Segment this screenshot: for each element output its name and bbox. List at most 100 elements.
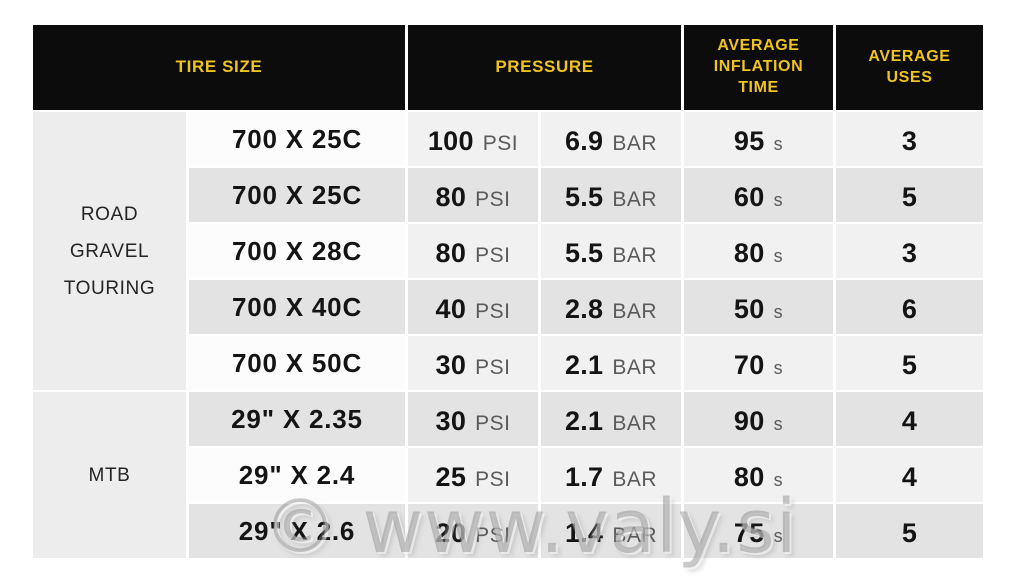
bar-cell: 1.4 BAR bbox=[541, 504, 681, 558]
bar-cell: 5.5 BAR bbox=[541, 168, 681, 222]
time-value: 90 bbox=[733, 406, 765, 436]
psi-unit: PSI bbox=[475, 412, 511, 435]
bar-unit: BAR bbox=[612, 188, 658, 211]
psi-unit: PSI bbox=[475, 244, 511, 267]
header-average-uses-label: AVERAGE USES bbox=[868, 47, 951, 86]
uses-cell: 5 bbox=[836, 504, 983, 558]
psi-cell: 25 PSI bbox=[408, 448, 538, 502]
tire-size-value: 700 X 40C bbox=[231, 291, 363, 322]
time-value: 75 bbox=[733, 518, 765, 548]
psi-value: 25 bbox=[435, 462, 467, 492]
tire-size-value: 29" X 2.6 bbox=[238, 515, 356, 546]
header-average-inflation-time-label: AVERAGE INFLATION TIME bbox=[713, 37, 804, 96]
inflation-time-cell: 80 s bbox=[684, 224, 833, 278]
inflation-time-cell: 80 s bbox=[684, 448, 833, 502]
category-cell: ROAD GRAVEL TOURING bbox=[33, 112, 186, 390]
psi-unit: PSI bbox=[482, 132, 519, 155]
category-label: ROAD bbox=[80, 203, 139, 225]
pressure-table: TIRE SIZE PRESSURE AVERAGE INFLATION TIM… bbox=[33, 25, 983, 558]
inflation-time-cell: 60 s bbox=[684, 168, 833, 222]
uses-value: 6 bbox=[901, 294, 918, 324]
uses-cell: 3 bbox=[836, 224, 983, 278]
bar-value: 5.5 bbox=[564, 238, 604, 268]
category-cell: MTB bbox=[33, 392, 186, 558]
bar-value: 2.1 bbox=[564, 350, 604, 380]
header-tire-size: TIRE SIZE bbox=[33, 25, 405, 110]
inflation-time-cell: 70 s bbox=[684, 336, 833, 390]
bar-cell: 6.9 BAR bbox=[541, 112, 681, 166]
psi-value: 30 bbox=[435, 350, 467, 380]
bar-cell: 2.1 BAR bbox=[541, 392, 681, 446]
uses-value: 5 bbox=[901, 182, 918, 212]
time-unit: s bbox=[773, 414, 784, 434]
category-label: MTB bbox=[88, 464, 131, 486]
uses-value: 3 bbox=[901, 238, 918, 268]
tire-size-value: 700 X 28C bbox=[231, 235, 363, 266]
tire-size-value: 700 X 25C bbox=[231, 179, 363, 210]
header-pressure-label: PRESSURE bbox=[495, 57, 594, 77]
bar-unit: BAR bbox=[612, 524, 658, 547]
bar-value: 1.7 bbox=[564, 462, 604, 492]
bar-cell: 1.7 BAR bbox=[541, 448, 681, 502]
psi-unit: PSI bbox=[475, 524, 511, 547]
psi-unit: PSI bbox=[475, 356, 511, 379]
uses-cell: 6 bbox=[836, 280, 983, 334]
psi-cell: 30 PSI bbox=[408, 392, 538, 446]
time-unit: s bbox=[773, 134, 784, 154]
time-unit: s bbox=[773, 526, 784, 546]
time-value: 80 bbox=[733, 238, 765, 268]
time-value: 50 bbox=[733, 294, 765, 324]
bar-unit: BAR bbox=[612, 132, 658, 155]
tire-size-value: 29" X 2.35 bbox=[231, 403, 363, 434]
time-unit: s bbox=[773, 470, 784, 490]
uses-value: 5 bbox=[901, 350, 918, 380]
psi-unit: PSI bbox=[475, 468, 511, 491]
bar-value: 2.1 bbox=[564, 406, 604, 436]
header-average-inflation-time: AVERAGE INFLATION TIME bbox=[684, 25, 833, 110]
psi-cell: 20 PSI bbox=[408, 504, 538, 558]
psi-cell: 80 PSI bbox=[408, 224, 538, 278]
uses-cell: 5 bbox=[836, 168, 983, 222]
bar-unit: BAR bbox=[612, 300, 658, 323]
time-unit: s bbox=[773, 358, 784, 378]
psi-cell: 40 PSI bbox=[408, 280, 538, 334]
tire-size-cell: 700 X 25C bbox=[189, 168, 405, 222]
time-value: 80 bbox=[733, 462, 765, 492]
tire-size-cell: 29" X 2.35 bbox=[189, 392, 405, 446]
tire-size-cell: 29" X 2.6 bbox=[189, 504, 405, 558]
psi-value: 30 bbox=[435, 406, 467, 436]
time-value: 70 bbox=[733, 350, 765, 380]
uses-cell: 4 bbox=[836, 392, 983, 446]
inflation-time-cell: 90 s bbox=[684, 392, 833, 446]
psi-cell: 30 PSI bbox=[408, 336, 538, 390]
time-unit: s bbox=[773, 246, 784, 266]
inflation-time-cell: 50 s bbox=[684, 280, 833, 334]
header-pressure: PRESSURE bbox=[408, 25, 681, 110]
tire-size-cell: 700 X 25C bbox=[189, 112, 405, 166]
uses-cell: 3 bbox=[836, 112, 983, 166]
inflation-time-cell: 95 s bbox=[684, 112, 833, 166]
psi-cell: 100 PSI bbox=[408, 112, 538, 166]
bar-unit: BAR bbox=[612, 356, 658, 379]
psi-value: 80 bbox=[435, 182, 467, 212]
psi-unit: PSI bbox=[475, 300, 511, 323]
time-value: 95 bbox=[733, 126, 765, 156]
header-average-uses: AVERAGE USES bbox=[836, 25, 983, 110]
psi-value: 20 bbox=[435, 518, 467, 548]
psi-value: 40 bbox=[435, 294, 467, 324]
bar-value: 1.4 bbox=[564, 518, 604, 548]
tire-size-cell: 700 X 50C bbox=[189, 336, 405, 390]
bar-cell: 2.8 BAR bbox=[541, 280, 681, 334]
bar-value: 5.5 bbox=[564, 182, 604, 212]
time-value: 60 bbox=[733, 182, 765, 212]
bar-unit: BAR bbox=[612, 244, 658, 267]
category-label: TOURING bbox=[63, 277, 156, 299]
uses-value: 5 bbox=[901, 518, 918, 548]
tire-size-cell: 29" X 2.4 bbox=[189, 448, 405, 502]
psi-value: 80 bbox=[435, 238, 467, 268]
bar-unit: BAR bbox=[612, 468, 658, 491]
uses-cell: 5 bbox=[836, 336, 983, 390]
psi-value: 100 bbox=[427, 126, 474, 156]
bar-value: 2.8 bbox=[564, 294, 604, 324]
psi-cell: 80 PSI bbox=[408, 168, 538, 222]
